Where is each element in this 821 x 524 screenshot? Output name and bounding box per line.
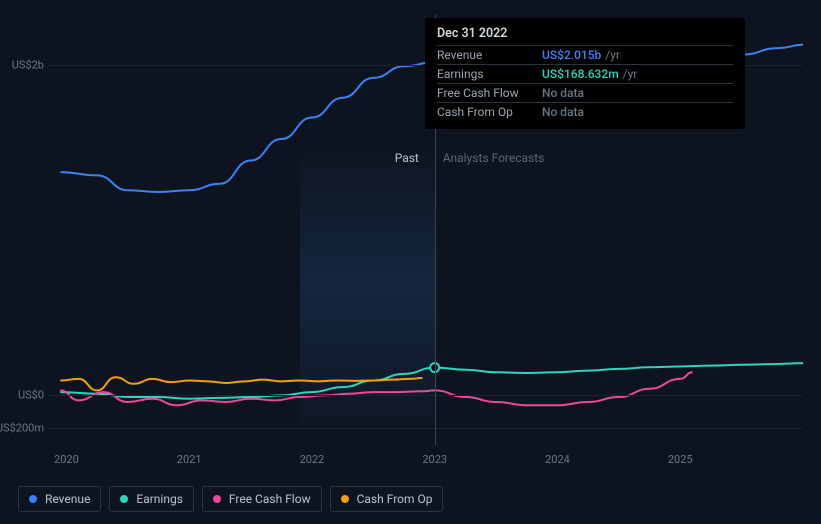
forecast-label: Analysts Forecasts xyxy=(443,151,545,165)
tooltip-value: No data xyxy=(542,105,584,119)
tooltip-label: Earnings xyxy=(437,67,542,81)
tooltip: Dec 31 2022 RevenueUS$2.015b/yrEarningsU… xyxy=(425,18,745,129)
tooltip-row: Cash From OpNo data xyxy=(437,102,733,121)
legend-label: Revenue xyxy=(45,492,90,506)
past-label: Past xyxy=(395,151,419,165)
legend-item-earnings[interactable]: Earnings xyxy=(109,486,194,512)
series-free-cash-flow xyxy=(60,372,692,405)
legend-item-revenue[interactable]: Revenue xyxy=(18,486,101,512)
legend-label: Earnings xyxy=(136,492,183,506)
tooltip-value: US$2.015b xyxy=(542,48,601,62)
y-axis-tick: -US$200m xyxy=(0,422,44,435)
legend-item-cash-from-op[interactable]: Cash From Op xyxy=(330,486,444,512)
tooltip-label: Free Cash Flow xyxy=(437,86,542,100)
legend-label: Cash From Op xyxy=(357,492,433,506)
legend-dot-icon xyxy=(120,495,128,503)
legend-dot-icon xyxy=(341,495,349,503)
x-axis-tick: 2020 xyxy=(54,453,79,466)
x-axis-tick: 2024 xyxy=(545,453,570,466)
tooltip-label: Cash From Op xyxy=(437,105,542,119)
legend: Revenue Earnings Free Cash Flow Cash From O… xyxy=(18,486,443,512)
tooltip-row: RevenueUS$2.015b/yr xyxy=(437,45,733,64)
legend-label: Free Cash Flow xyxy=(229,492,311,506)
tooltip-row: EarningsUS$168.632m/yr xyxy=(437,64,733,83)
tooltip-row: Free Cash FlowNo data xyxy=(437,83,733,102)
x-axis-tick: 2023 xyxy=(422,453,447,466)
y-axis-tick: US$2b xyxy=(12,58,44,71)
tooltip-value: US$168.632m xyxy=(542,67,619,81)
gridline xyxy=(48,395,803,396)
x-axis-tick: 2021 xyxy=(177,453,202,466)
legend-dot-icon xyxy=(213,495,221,503)
tooltip-label: Revenue xyxy=(437,48,542,62)
tooltip-title: Dec 31 2022 xyxy=(437,26,733,45)
x-axis-tick: 2025 xyxy=(668,453,693,466)
series-cash-from-op xyxy=(60,377,422,390)
tooltip-unit: /yr xyxy=(623,67,638,81)
tooltip-unit: /yr xyxy=(605,48,620,62)
x-axis-tick: 2022 xyxy=(300,453,325,466)
gridline xyxy=(48,428,803,429)
y-axis-tick: US$0 xyxy=(18,389,44,402)
legend-item-free-cash-flow[interactable]: Free Cash Flow xyxy=(202,486,322,512)
tooltip-value: No data xyxy=(542,86,584,100)
legend-dot-icon xyxy=(29,495,37,503)
